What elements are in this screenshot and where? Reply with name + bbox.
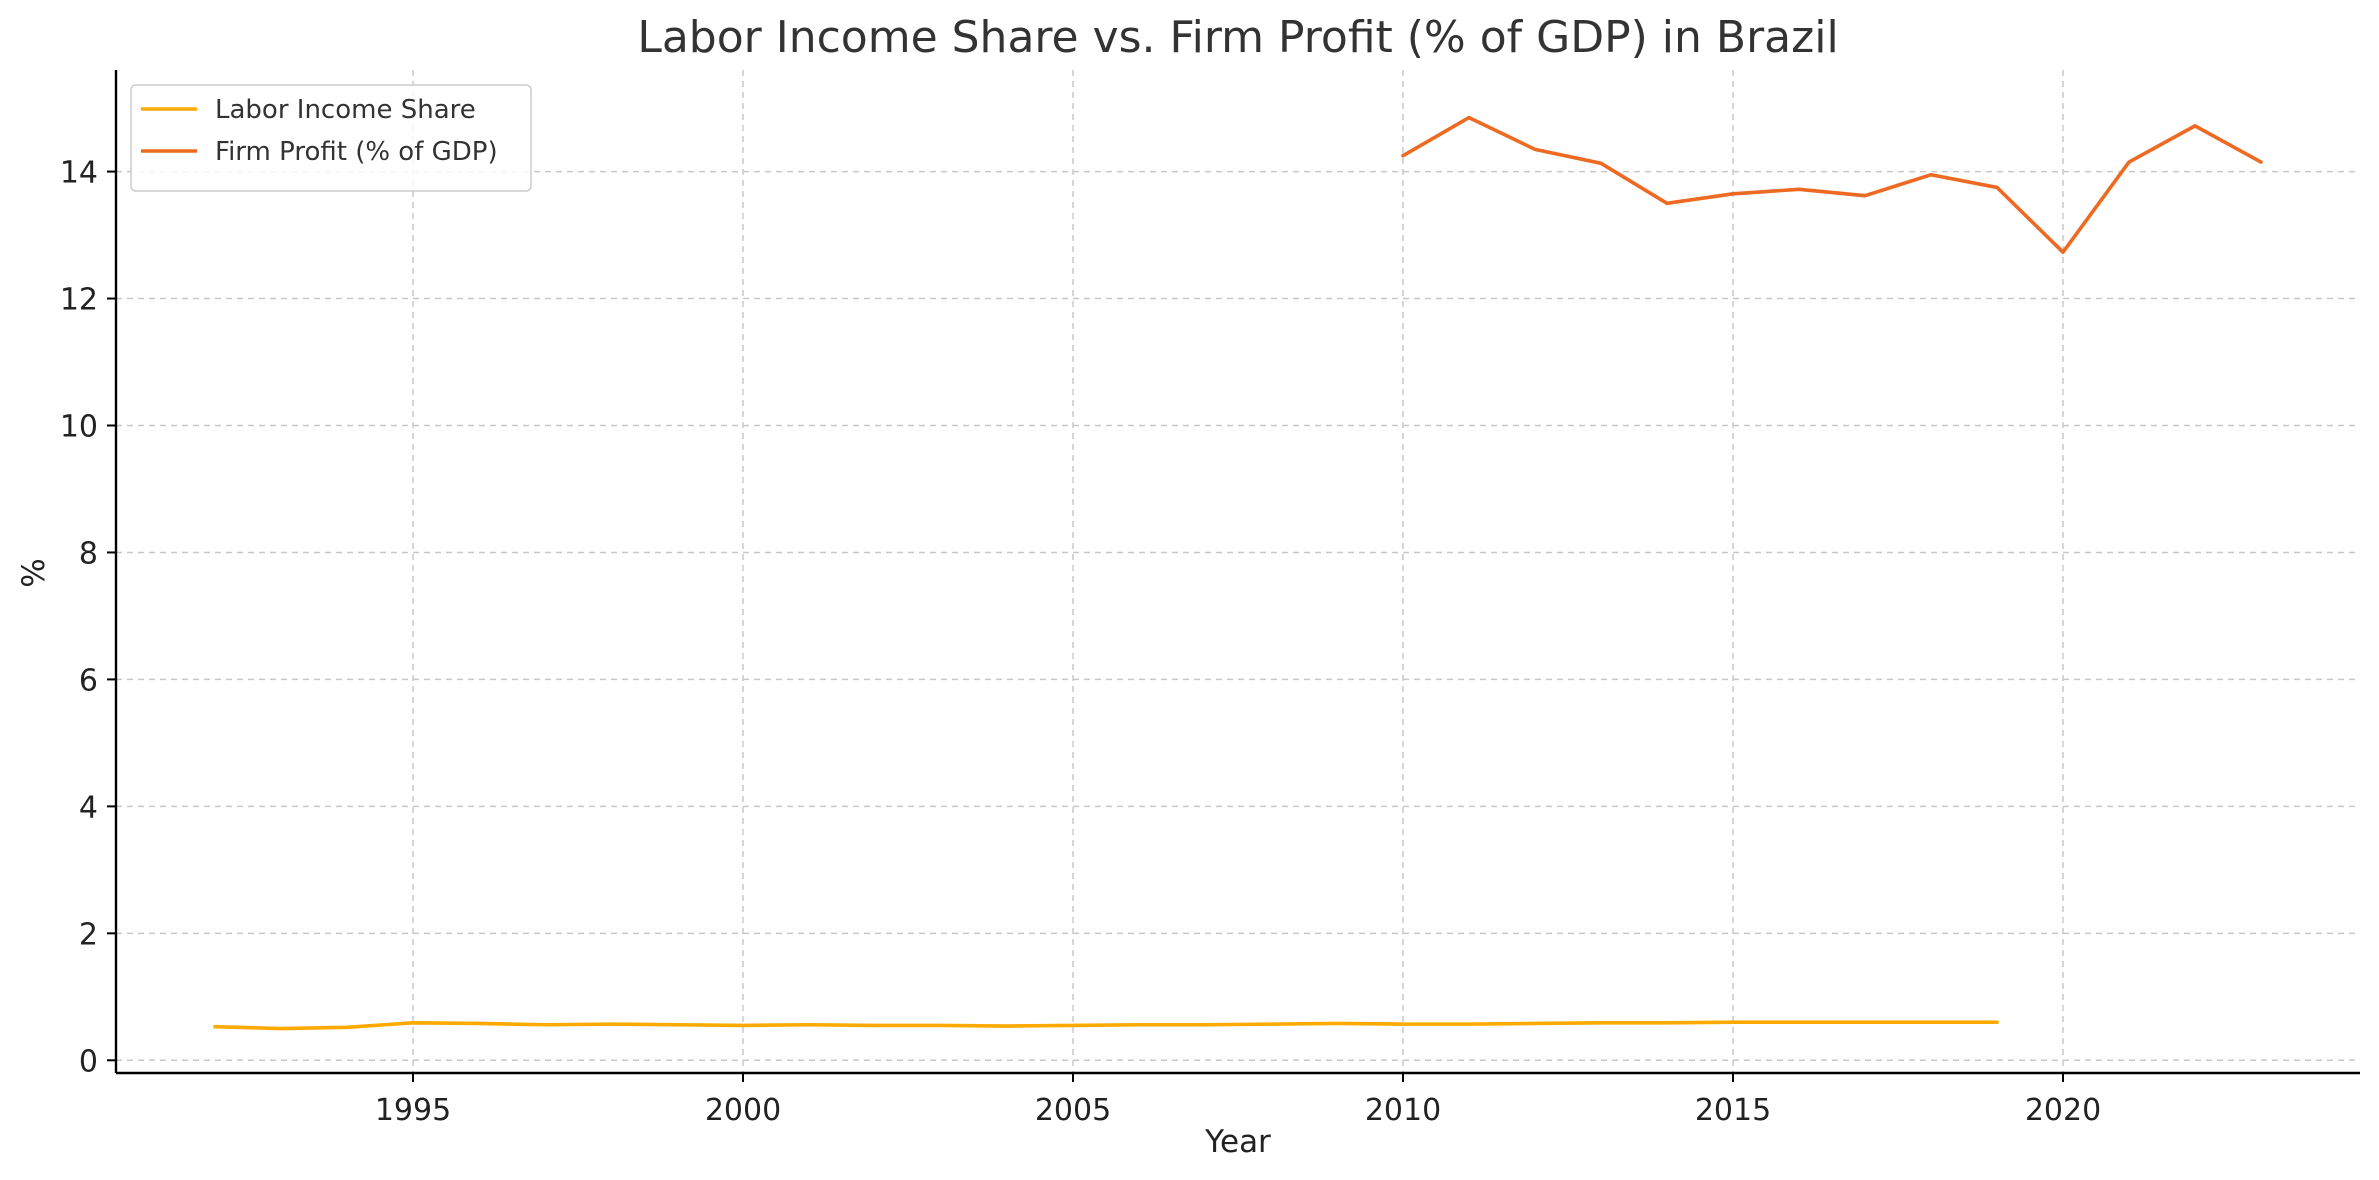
legend-box: [130, 84, 532, 192]
x-tick-label: 2020: [2025, 1093, 2101, 1128]
y-tick-label: 12: [60, 283, 98, 318]
x-tick-label: 2005: [1035, 1093, 1111, 1128]
x-tick-label: 2015: [1695, 1093, 1771, 1128]
axes: [114, 70, 2360, 1075]
x-tick-label: 1995: [375, 1093, 451, 1128]
series-lines: [213, 115, 2263, 1031]
chart-title: Labor Income Share vs. Firm Profit (% of…: [637, 12, 1838, 63]
x-axis-label: Year: [1204, 1124, 1271, 1160]
ticks: 1995 2000 2005 2010 2015 2020 0 2 4 6 8 10 12 14: [60, 156, 2101, 1128]
y-tick-label: 6: [79, 663, 98, 698]
y-tick-label: 14: [60, 156, 98, 191]
y-tick-label: 10: [60, 409, 98, 444]
y-tick-label: 4: [79, 790, 98, 825]
y-tick-label: 0: [79, 1044, 98, 1079]
y-axis-label: %: [16, 558, 52, 587]
series-line-2: [1401, 115, 2263, 254]
y-tick-label: 8: [79, 536, 98, 571]
y-tick-label: 2: [79, 917, 98, 952]
legend: Labor Income Share Firm Profit (% of GDP): [130, 84, 532, 192]
x-tick-label: 2000: [705, 1093, 781, 1128]
series-line-1: [213, 1020, 1999, 1031]
x-tick-label: 2010: [1365, 1093, 1441, 1128]
grid: [116, 70, 2360, 1073]
legend-label-2: Firm Profit (% of GDP): [215, 137, 498, 167]
legend-label-1: Labor Income Share: [215, 95, 476, 125]
